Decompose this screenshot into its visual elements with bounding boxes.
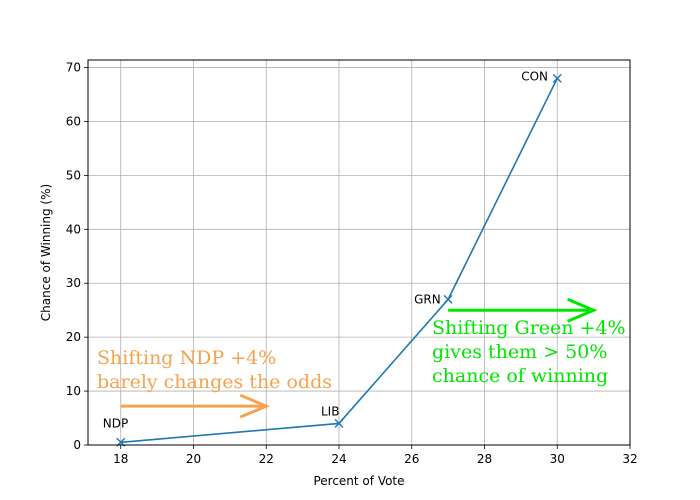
y-tick-label: 40 [66, 222, 81, 236]
annotation-text: Shifting Green +4% [432, 317, 626, 339]
ticks: 18 20 22 24 26 28 30 32 0 10 20 30 40 50 60 70 [66, 61, 638, 466]
annotation-text: gives them > 50% [432, 341, 607, 363]
annotation-text: barely changes the odds [97, 371, 332, 393]
annotation-arrow-head [567, 297, 598, 323]
series-line [120, 77, 558, 444]
point-label: CON [521, 69, 548, 83]
x-tick-label: 32 [622, 452, 637, 466]
x-tick-label: 28 [477, 452, 492, 466]
y-tick-label: 50 [66, 168, 81, 182]
data-point [443, 294, 453, 304]
x-tick-label: 18 [113, 452, 128, 466]
series: NDP LIB GRN CON [103, 69, 562, 447]
y-tick-label: 0 [73, 438, 81, 452]
y-tick-label: 10 [66, 384, 81, 398]
y-tick-label: 70 [66, 61, 81, 75]
plot-frame [87, 59, 631, 446]
y-tick-label: 60 [66, 114, 81, 128]
y-tick-label: 20 [66, 330, 81, 344]
x-tick-label: 22 [259, 452, 274, 466]
annotation-arrow-head [239, 393, 271, 419]
data-point [334, 418, 344, 428]
annotation-text: chance of winning [432, 365, 608, 387]
x-tick-label: 30 [550, 452, 565, 466]
x-axis-label: Percent of Vote [313, 474, 404, 488]
y-tick-label: 30 [66, 276, 81, 290]
x-tick-label: 20 [186, 452, 201, 466]
point-label: NDP [103, 416, 128, 430]
annotations: Shifting NDP +4%barely changes the odds S… [97, 297, 626, 419]
x-tick-label: 26 [404, 452, 419, 466]
y-axis-label: Chance of Winning (%) [39, 184, 53, 321]
data-point [552, 73, 562, 83]
point-label: GRN [414, 292, 441, 306]
x-tick-label: 24 [331, 452, 346, 466]
annotation-text: Shifting NDP +4% [97, 347, 276, 369]
grid [88, 60, 631, 446]
point-label: LIB [321, 404, 339, 418]
